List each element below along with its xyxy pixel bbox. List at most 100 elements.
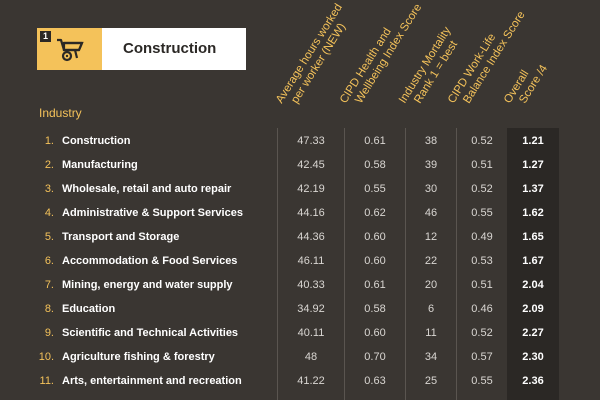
row-hours: 44.16: [297, 207, 325, 219]
row-industry: Agriculture fishing & forestry: [62, 351, 215, 363]
row-health: 0.61: [364, 279, 386, 291]
table-row: 11. Arts, entertainment and recreation 4…: [0, 369, 600, 393]
row-mortality: 38: [424, 135, 438, 147]
row-rank: 9.: [44, 327, 54, 339]
row-rank: 8.: [44, 303, 54, 315]
row-balance: 0.55: [471, 207, 493, 219]
row-health: 0.61: [364, 135, 386, 147]
row-rank: 3.: [44, 183, 54, 195]
row-hours: 47.33: [297, 135, 325, 147]
table-row: 1. Construction 47.33 0.61 38 0.52 1.21: [0, 129, 600, 153]
row-balance: 0.57: [471, 351, 493, 363]
row-mortality: 46: [424, 207, 438, 219]
badge-title: Construction: [123, 40, 217, 57]
row-health: 0.60: [364, 255, 386, 267]
row-industry: Manufacturing: [62, 159, 138, 171]
row-industry: Arts, entertainment and recreation: [62, 375, 242, 387]
row-rank: 11.: [39, 375, 54, 387]
row-overall: 2.04: [522, 279, 544, 291]
row-overall: 2.30: [522, 351, 544, 363]
row-balance: 0.52: [471, 327, 493, 339]
row-mortality: 11: [425, 327, 437, 339]
column-header-overall: Overall Score /4: [501, 63, 551, 106]
row-mortality: 34: [424, 351, 438, 363]
row-overall: 1.65: [522, 231, 544, 243]
badge-number: 1: [40, 31, 51, 42]
row-rank: 1.: [44, 135, 54, 147]
row-hours: 40.11: [297, 327, 325, 339]
column-divider: [456, 128, 457, 400]
table-row: 6. Accommodation & Food Services 46.11 0…: [0, 249, 600, 273]
row-health: 0.55: [364, 183, 386, 195]
row-health: 0.63: [364, 375, 386, 387]
row-hours: 48: [304, 351, 318, 363]
row-hours: 44.36: [297, 231, 325, 243]
table-row: 10. Agriculture fishing & forestry 48 0.…: [0, 345, 600, 369]
row-overall: 1.67: [522, 255, 544, 267]
row-hours: 41.22: [297, 375, 325, 387]
row-rank: 5.: [44, 231, 54, 243]
row-balance: 0.49: [471, 231, 493, 243]
row-industry: Scientific and Technical Activities: [62, 327, 239, 339]
row-industry: Administrative & Support Services: [62, 207, 243, 219]
row-balance: 0.52: [471, 135, 493, 147]
row-overall: 1.27: [522, 159, 544, 171]
row-industry: Education: [62, 303, 116, 315]
table-row: 2. Manufacturing 42.45 0.58 39 0.51 1.27: [0, 153, 600, 177]
wheelbarrow-icon: [57, 38, 84, 62]
row-rank: 7.: [44, 279, 54, 291]
row-balance: 0.51: [471, 279, 493, 291]
row-health: 0.60: [364, 327, 386, 339]
row-industry: Accommodation & Food Services: [62, 255, 238, 267]
row-hours: 34.92: [297, 303, 325, 315]
table-row: 9. Scientific and Technical Activities 4…: [0, 321, 600, 345]
row-overall: 2.36: [522, 375, 544, 387]
row-overall: 1.21: [522, 135, 544, 147]
table-row: 4. Administrative & Support Services 44.…: [0, 201, 600, 225]
overall-score-column-background: [507, 128, 559, 400]
row-industry: Wholesale, retail and auto repair: [62, 183, 232, 195]
column-divider: [405, 128, 406, 400]
row-rank: 2.: [44, 159, 54, 171]
row-overall: 2.27: [522, 327, 544, 339]
industry-column-header: Industry: [39, 106, 82, 120]
column-divider: [344, 128, 345, 400]
row-health: 0.58: [364, 159, 386, 171]
row-industry: Construction: [62, 135, 131, 147]
row-mortality: 39: [424, 159, 438, 171]
table-row: 7. Mining, energy and water supply 40.33…: [0, 273, 600, 297]
row-overall: 1.62: [522, 207, 544, 219]
row-hours: 42.45: [297, 159, 325, 171]
row-mortality: 30: [424, 183, 438, 195]
row-balance: 0.46: [471, 303, 493, 315]
row-mortality: 25: [424, 375, 438, 387]
badge-icon-box: 1: [37, 28, 102, 70]
table-row: 5. Transport and Storage 44.36 0.60 12 0…: [0, 225, 600, 249]
table-row: 8. Education 34.92 0.58 6 0.46 2.09: [0, 297, 600, 321]
row-overall: 1.37: [522, 183, 544, 195]
row-overall: 2.09: [522, 303, 544, 315]
row-mortality: 20: [424, 279, 438, 291]
row-industry: Transport and Storage: [62, 231, 180, 243]
row-hours: 42.19: [297, 183, 325, 195]
row-hours: 40.33: [297, 279, 325, 291]
row-health: 0.70: [364, 351, 386, 363]
row-balance: 0.51: [471, 159, 493, 171]
row-health: 0.58: [364, 303, 386, 315]
row-health: 0.60: [364, 231, 386, 243]
row-hours: 46.11: [297, 255, 325, 267]
table-row: 3. Wholesale, retail and auto repair 42.…: [0, 177, 600, 201]
row-health: 0.62: [364, 207, 386, 219]
row-industry: Mining, energy and water supply: [62, 279, 233, 291]
column-divider: [277, 128, 278, 400]
row-mortality: 6: [427, 303, 435, 315]
category-badge: 1 Construction: [37, 28, 246, 70]
row-balance: 0.53: [471, 255, 493, 267]
row-rank: 10.: [38, 351, 54, 363]
row-mortality: 12: [424, 231, 438, 243]
row-rank: 6.: [44, 255, 54, 267]
row-rank: 4.: [44, 207, 54, 219]
row-balance: 0.52: [471, 183, 493, 195]
row-mortality: 22: [424, 255, 438, 267]
row-balance: 0.55: [471, 375, 493, 387]
